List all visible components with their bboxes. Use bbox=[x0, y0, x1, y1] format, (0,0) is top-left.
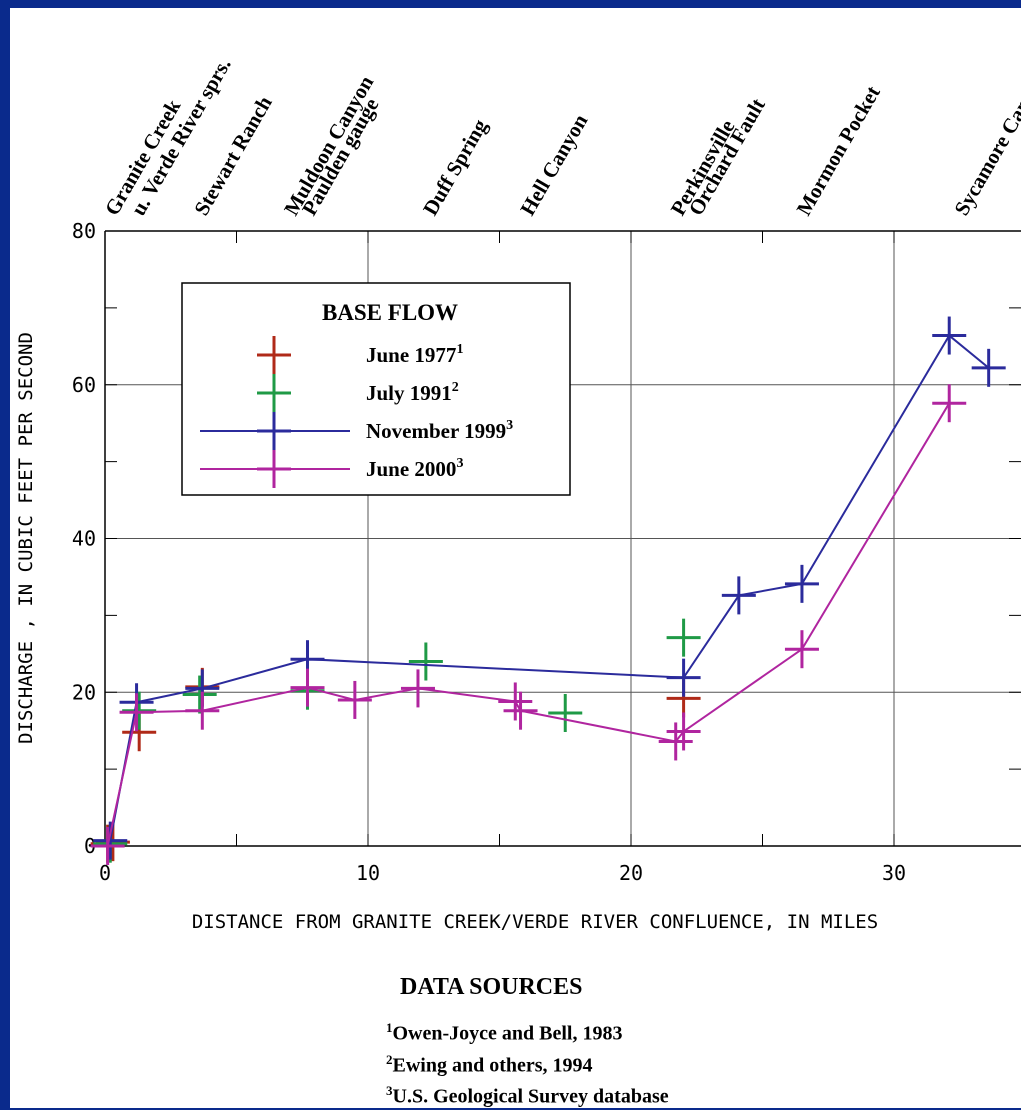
legend-label: June 20003 bbox=[366, 456, 463, 481]
data-point bbox=[666, 658, 701, 697]
x-axis-label: DISTANCE FROM GRANITE CREEK/VERDE RIVER … bbox=[192, 911, 878, 933]
y-tick-label: 80 bbox=[72, 219, 96, 243]
data-point bbox=[503, 691, 538, 730]
legend-superscript: 1 bbox=[456, 342, 463, 357]
data-sources: DATA SOURCES 1Owen-Joyce and Bell, 1983 … bbox=[386, 974, 669, 1110]
series-june-2000 bbox=[90, 384, 967, 865]
data-point bbox=[408, 642, 443, 681]
legend-entry: June 19771 bbox=[257, 336, 463, 374]
data-source-item: 3U.S. Geological Survey database bbox=[386, 1083, 669, 1108]
legend-entry: July 19912 bbox=[257, 374, 459, 412]
location-label: Hell Canyon bbox=[515, 110, 592, 220]
legend-box bbox=[181, 282, 571, 496]
legend-entry: June 20003 bbox=[200, 450, 463, 488]
series-november-1999 bbox=[93, 316, 1006, 860]
data-point bbox=[784, 564, 819, 603]
data-point bbox=[666, 618, 701, 657]
y-axis-label: DISCHARGE , IN CUBIC FEET PER SECOND bbox=[15, 332, 37, 744]
legend-marker bbox=[257, 374, 291, 412]
legend-superscript: 3 bbox=[456, 456, 463, 471]
x-tick-label: 30 bbox=[882, 861, 906, 885]
data-point bbox=[122, 691, 157, 730]
data-point bbox=[498, 682, 533, 721]
data-sources-title: DATA SOURCES bbox=[400, 974, 583, 1000]
legend-entry: November 19993 bbox=[200, 412, 513, 450]
data-point bbox=[182, 675, 217, 714]
legend-marker bbox=[257, 450, 291, 488]
location-label-text: Sycamore Canyon bbox=[949, 66, 1021, 220]
data-point bbox=[290, 668, 325, 707]
y-tick-label: 40 bbox=[72, 527, 96, 551]
data-point bbox=[784, 630, 819, 669]
location-label-text: Mormon Pocket bbox=[791, 82, 884, 220]
data-point bbox=[721, 576, 756, 615]
series-june-1977 bbox=[90, 667, 701, 863]
legend-label: November 19993 bbox=[366, 418, 513, 443]
data-point bbox=[666, 712, 701, 751]
data-point bbox=[971, 348, 1006, 387]
data-point bbox=[932, 316, 967, 355]
x-tick-label: 0 bbox=[99, 861, 111, 885]
legend-label: June 19771 bbox=[366, 342, 463, 367]
location-label-text: Hell Canyon bbox=[515, 110, 592, 220]
data-point bbox=[337, 680, 372, 719]
x-tick-label: 10 bbox=[356, 861, 380, 885]
location-label: Sycamore Canyon bbox=[949, 66, 1021, 220]
series-layer bbox=[90, 316, 1006, 865]
data-source-item: 1Owen-Joyce and Bell, 1983 bbox=[386, 1020, 623, 1045]
x-tick-label: 20 bbox=[619, 861, 643, 885]
y-tick-label: 0 bbox=[84, 834, 96, 858]
data-point bbox=[932, 384, 967, 423]
location-label-text: Duff Spring bbox=[418, 115, 492, 220]
location-label: Mormon Pocket bbox=[791, 82, 884, 220]
legend-marker bbox=[257, 336, 291, 374]
data-point bbox=[658, 722, 693, 761]
data-point bbox=[119, 693, 154, 732]
legend-marker bbox=[257, 412, 291, 450]
y-tick-label: 60 bbox=[72, 373, 96, 397]
legend-superscript: 3 bbox=[506, 418, 513, 433]
legend-superscript: 2 bbox=[452, 380, 459, 395]
data-point bbox=[185, 691, 220, 730]
series-july-1991 bbox=[93, 618, 701, 863]
data-point bbox=[93, 821, 128, 860]
data-source-item: 2Ewing and others, 1994 bbox=[386, 1051, 593, 1077]
figure-panel: 0 10 20 30 0 20 40 60 80 Granite Creek u. Verde R… bbox=[10, 8, 1021, 1108]
data-point bbox=[400, 669, 435, 708]
legend: BASE FLOW June 19771 July 19912 November 19… bbox=[181, 282, 571, 496]
legend-label: July 19912 bbox=[366, 380, 459, 405]
legend-title: BASE FLOW bbox=[322, 300, 458, 325]
data-point bbox=[548, 694, 583, 733]
y-tick-label: 20 bbox=[72, 680, 96, 704]
axes: 0 10 20 30 0 20 40 60 80 bbox=[72, 219, 1021, 885]
location-label: Duff Spring bbox=[418, 115, 492, 220]
data-point bbox=[90, 827, 125, 865]
